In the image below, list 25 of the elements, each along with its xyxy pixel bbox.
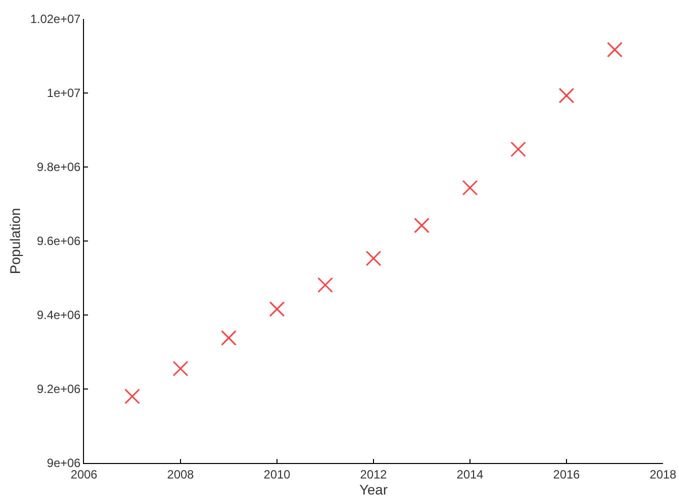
point [414,218,430,234]
point [318,277,333,293]
x-tick-label: 2018 [650,467,677,482]
x-tick-label: 2010 [264,467,291,482]
y-axis-title: Population [6,208,23,274]
point [510,141,526,157]
point [366,250,382,266]
x-tick-label: 2012 [360,467,388,482]
y-tick-label: 9.8e+06 [36,160,81,174]
point [558,88,574,104]
y-tick-label: 1.02e+07 [30,12,81,26]
x-axis-title: Year [359,481,388,498]
point [269,301,285,317]
point [172,360,188,376]
y-tick-label: 9.4e+06 [36,308,81,322]
point [462,180,478,196]
x-tick-label: 2014 [456,467,484,482]
point [221,330,236,346]
point [607,42,622,58]
point [124,388,140,404]
y-tick-label: 9.6e+06 [36,234,81,248]
y-tick-label: 9.2e+06 [36,382,81,396]
x-tick-label: 2008 [167,467,194,482]
x-tick-label: 2016 [553,467,580,482]
y-tick-label: 1e+07 [46,86,81,100]
